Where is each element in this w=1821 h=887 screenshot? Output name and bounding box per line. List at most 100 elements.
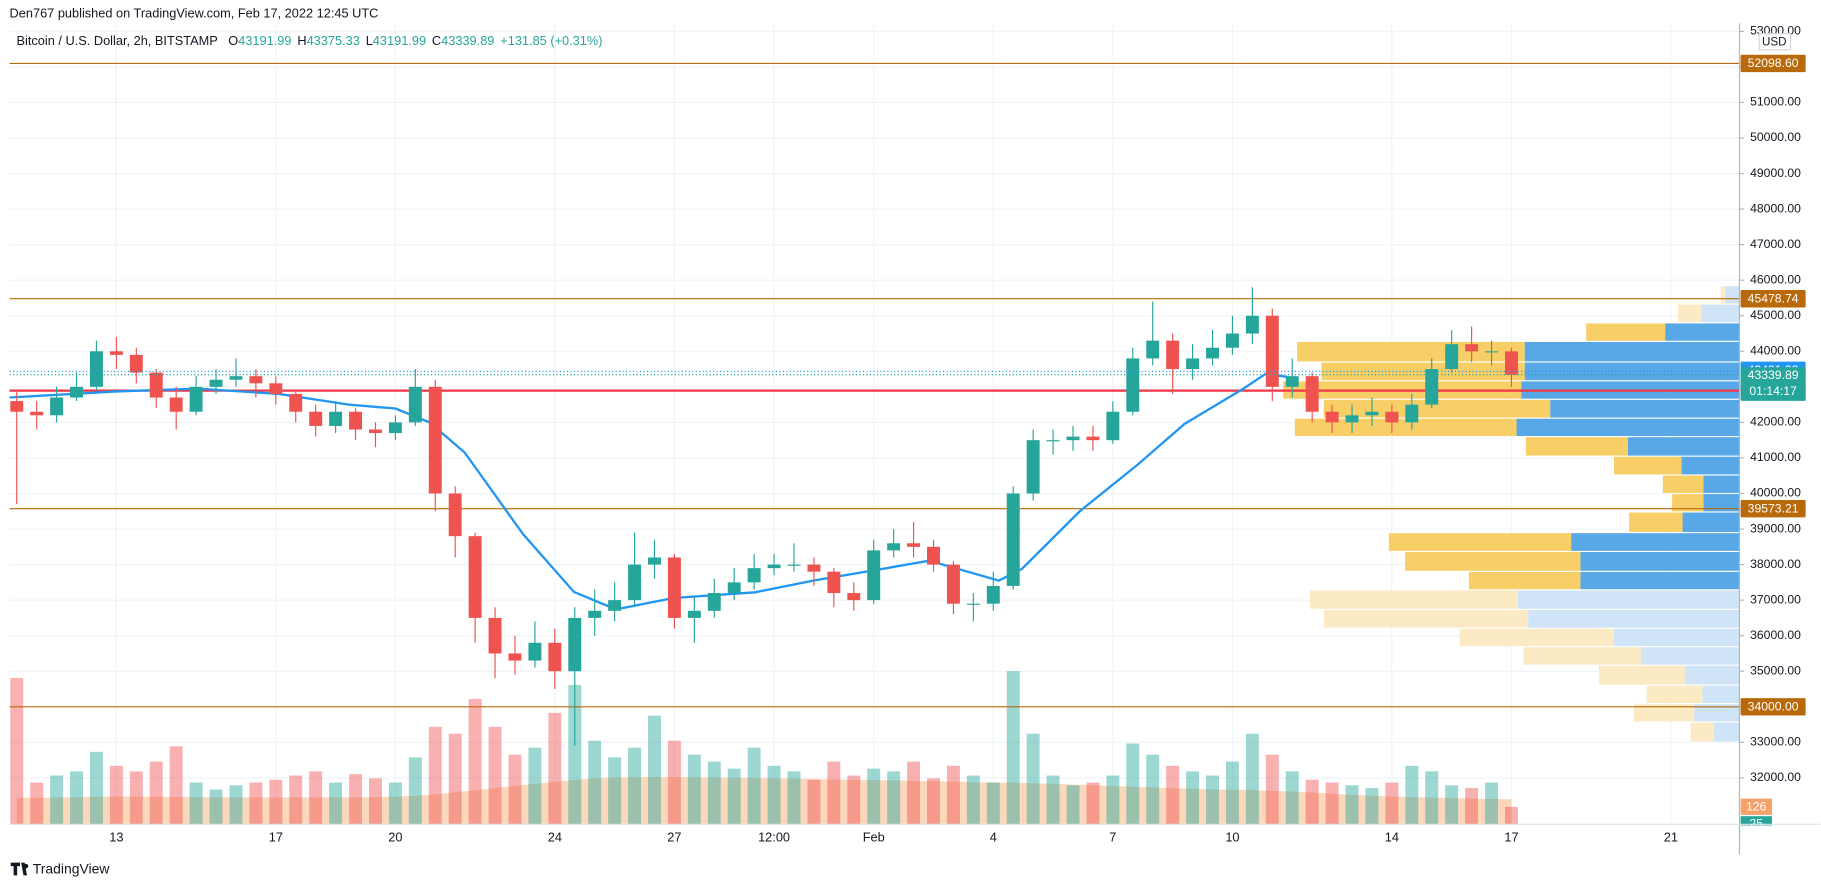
y-tick-label: 51000.00 [1750, 95, 1801, 109]
candle-body [1305, 376, 1319, 412]
candle-body [1126, 358, 1140, 412]
profile-up [1629, 512, 1683, 533]
ohlc-value: 43375.33 [307, 33, 360, 48]
volume-bar [70, 771, 84, 825]
profile-down [1694, 704, 1740, 722]
volume-bar [1026, 733, 1040, 825]
last-price-tag-bg [1740, 367, 1806, 401]
currency: USD [1762, 35, 1786, 48]
candle-body [1365, 411, 1379, 416]
volume-bar [249, 782, 263, 825]
volume-bar [468, 698, 482, 825]
candle-body [448, 493, 462, 537]
candle-body [946, 564, 960, 604]
candle-body [1425, 369, 1439, 405]
candle-body [189, 386, 203, 412]
candle-body [807, 564, 821, 572]
candle-body [867, 550, 881, 601]
candle-body [927, 546, 940, 565]
volume-bar [1465, 788, 1479, 825]
volume-bar [1445, 785, 1459, 825]
profile-down [1684, 665, 1740, 685]
profile-down [1524, 362, 1740, 381]
candle-body [1066, 436, 1080, 441]
level-tag-bg [1740, 499, 1806, 518]
volume-tag: 126 [1746, 800, 1767, 814]
volume-tag-bg [1740, 798, 1772, 815]
level-tag-bg [1740, 290, 1806, 308]
candle-body [827, 571, 841, 594]
candle-body [30, 411, 44, 416]
profile-down [1528, 609, 1740, 628]
candle-body [488, 617, 502, 654]
candle-body [408, 386, 422, 423]
ohlc-letter: L [366, 33, 373, 48]
candle-body [249, 376, 263, 384]
y-tick-label: 46000.00 [1750, 272, 1801, 286]
volume-bar [747, 747, 761, 825]
candle-body [309, 411, 323, 426]
candle-body [1504, 351, 1518, 375]
profile-down [1580, 552, 1740, 571]
volume-bar [927, 778, 940, 825]
profile-up [1388, 533, 1572, 551]
candle-body [1445, 344, 1459, 370]
profile-up [1294, 418, 1517, 437]
profile-down [1703, 494, 1740, 512]
candle-body [608, 600, 622, 611]
volume-bar [488, 726, 502, 825]
profile-up [1468, 571, 1581, 590]
profile-up [1720, 286, 1726, 304]
candle-body [428, 386, 442, 494]
volume-bar [149, 761, 163, 825]
y-tick-label: 50000.00 [1750, 130, 1801, 144]
profile-up [1525, 437, 1628, 456]
candle-body [588, 610, 602, 618]
volume-bar [1046, 775, 1060, 825]
profile-down [1701, 304, 1740, 323]
volume-bar [767, 765, 781, 825]
x-tick-label: 24 [548, 830, 562, 845]
candle-body [548, 642, 562, 672]
candle-body [687, 610, 701, 618]
plot-layer: 131720242712:00Feb471014172153000.005200… [9, 23, 1821, 887]
volume-bar [209, 789, 223, 825]
y-tick-label: 42000.00 [1750, 415, 1801, 429]
profile-up [1672, 494, 1704, 512]
y-tick-label: 38000.00 [1750, 557, 1801, 571]
candle-body [568, 617, 582, 672]
volume-bar [1345, 785, 1359, 825]
candle-body [1206, 347, 1219, 359]
profile-down [1580, 571, 1740, 590]
profile-down [1640, 647, 1740, 665]
x-tick-label: 21 [1664, 830, 1678, 845]
volume-bar [50, 775, 64, 825]
profile-down [1627, 437, 1740, 456]
volume-bar [448, 733, 462, 825]
change: +131.85 (+0.31%) [500, 33, 602, 48]
candle-body [329, 411, 343, 426]
volume-bar [727, 768, 741, 825]
candle-body [1245, 315, 1259, 334]
x-tick-label: 27 [667, 830, 681, 845]
candle-body [787, 564, 801, 566]
profile-down [1571, 533, 1740, 551]
candle-body [269, 383, 283, 394]
volume-bar [1385, 782, 1399, 825]
level-tag-bg [1740, 54, 1806, 73]
profile-up [1323, 609, 1529, 628]
volume-bar [1106, 775, 1120, 825]
level-tag: 34000.00 [1748, 700, 1799, 714]
x-tick-label: 4 [990, 830, 997, 845]
candle-body [1225, 333, 1239, 348]
volume-bar [1325, 782, 1339, 825]
candle-body [368, 429, 382, 434]
candle-body [1465, 344, 1479, 352]
volume-bar [1405, 765, 1419, 825]
x-tick-label: 12:00 [758, 830, 790, 845]
profile-up [1405, 552, 1581, 571]
candle-body [169, 397, 183, 412]
logo-icon [10, 862, 29, 876]
candle-body [648, 557, 661, 565]
volume-bar [528, 747, 542, 825]
